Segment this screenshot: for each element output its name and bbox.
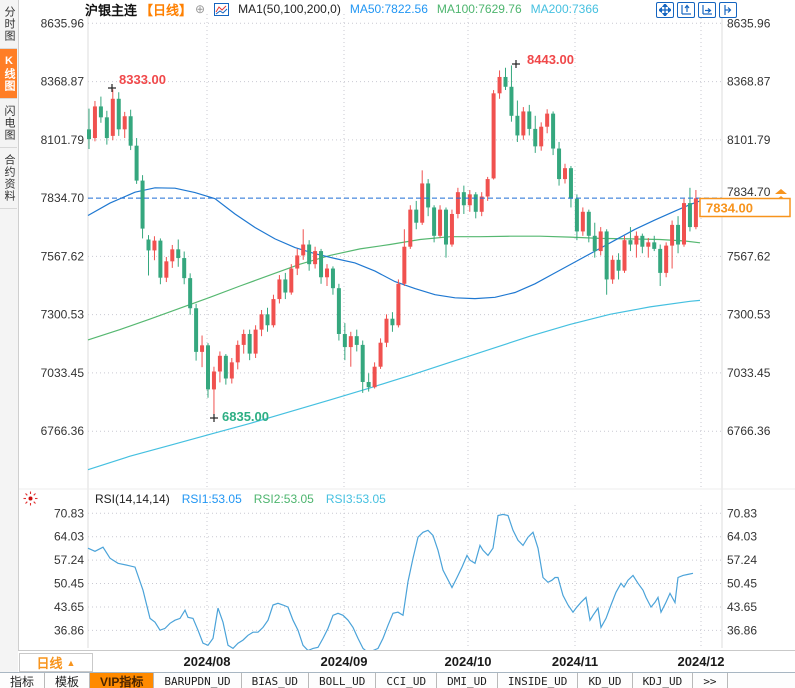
svg-text:8101.79: 8101.79 xyxy=(727,133,771,147)
tab-[interactable]: 模板 xyxy=(45,673,91,688)
chart-type-sidebar: 分时图 K线图 闪电图 合约资料 xyxy=(0,0,19,688)
ma200-line xyxy=(87,299,701,471)
tab-cci_ud[interactable]: CCI_UD xyxy=(376,673,438,688)
tab-bias_ud[interactable]: BIAS_UD xyxy=(242,673,309,688)
svg-text:8101.79: 8101.79 xyxy=(41,133,85,147)
tab-inside_ud[interactable]: INSIDE_UD xyxy=(498,673,579,688)
sidebar-item-lightning-chart[interactable]: 闪电图 xyxy=(0,99,17,148)
ma50-value-label: MA50:7822.56 xyxy=(349,2,428,16)
svg-text:50.45: 50.45 xyxy=(54,577,84,591)
tab-boll_ud[interactable]: BOLL_UD xyxy=(309,673,377,688)
rsi3-value-label: RSI3:53.05 xyxy=(325,492,386,506)
current-price-tag: 7834.00 xyxy=(699,189,791,218)
svg-text:8635.96: 8635.96 xyxy=(727,16,771,30)
crosshair-move-icon[interactable] xyxy=(656,2,674,18)
ma200-value-label: MA200:7366 xyxy=(530,2,599,16)
svg-text:6766.36: 6766.36 xyxy=(41,424,85,438)
svg-text:36.86: 36.86 xyxy=(727,623,757,637)
axis-zoom-vertical-icon[interactable] xyxy=(677,2,695,18)
indicator-settings-icon[interactable] xyxy=(23,491,38,511)
tab-[interactable]: 指标 xyxy=(0,673,46,688)
period-tag[interactable]: 【日线】 xyxy=(140,2,193,18)
svg-text:7567.62: 7567.62 xyxy=(41,249,85,263)
symbol-name: 沪银主连 xyxy=(85,2,138,18)
svg-text:70.83: 70.83 xyxy=(727,506,757,520)
ma-config-label: MA1(50,100,200,0) xyxy=(238,2,341,16)
tab-barupdn_ud[interactable]: BARUPDN_UD xyxy=(154,673,242,688)
svg-text:57.24: 57.24 xyxy=(54,553,84,567)
tab-kdj_ud[interactable]: KDJ_UD xyxy=(633,673,694,688)
axis-zoom-horizontal-icon[interactable] xyxy=(698,2,716,18)
chart-header: 沪银主连 【日线】 ⊕ MA1(50,100,200,0) MA50:7822.… xyxy=(85,1,599,18)
rsi-line xyxy=(87,513,694,650)
svg-text:8635.96: 8635.96 xyxy=(41,16,85,30)
pane-shift-icon[interactable] xyxy=(719,2,737,18)
ma50-line xyxy=(87,187,701,300)
svg-text:6835.00: 6835.00 xyxy=(222,409,269,424)
x-tick-label: 2024/10 xyxy=(444,654,492,669)
chart-toolbar xyxy=(656,2,737,18)
svg-text:43.65: 43.65 xyxy=(727,600,757,614)
ma100-line xyxy=(87,235,701,341)
svg-text:8368.87: 8368.87 xyxy=(727,75,771,89)
svg-text:50.45: 50.45 xyxy=(727,577,757,591)
rsi-indicator-header: RSI(14,14,14) RSI1:53.05 RSI2:53.05 RSI3… xyxy=(95,492,386,506)
pane-borders xyxy=(18,14,795,648)
svg-text:57.24: 57.24 xyxy=(727,553,757,567)
chart-canvas[interactable]: 8635.96 8635.96 8368.87 8368.87 8101.79 8101.… xyxy=(0,0,795,650)
price-annotations: 8333.00 8443.00 6835.00 xyxy=(108,52,574,424)
svg-text:7834.00: 7834.00 xyxy=(706,201,753,216)
sidebar-item-contract-info[interactable]: 合约资料 xyxy=(0,148,17,209)
svg-text:7033.45: 7033.45 xyxy=(41,366,85,380)
tab-dmi_ud[interactable]: DMI_UD xyxy=(437,673,498,688)
period-selector-label: 日线 xyxy=(36,656,63,671)
x-tick-label: 2024/11 xyxy=(551,654,599,669)
tab-kd_ud[interactable]: KD_UD xyxy=(578,673,633,688)
svg-text:8333.00: 8333.00 xyxy=(119,72,166,87)
rsi1-value-label: RSI1:53.05 xyxy=(181,492,242,506)
rsi2-value-label: RSI2:53.05 xyxy=(253,492,314,506)
svg-text:7033.45: 7033.45 xyxy=(727,366,771,380)
svg-text:7834.70: 7834.70 xyxy=(41,191,85,205)
tab-vip[interactable]: VIP指标 xyxy=(90,673,155,688)
svg-text:64.03: 64.03 xyxy=(54,530,84,544)
svg-text:64.03: 64.03 xyxy=(727,530,757,544)
svg-text:70.83: 70.83 xyxy=(54,506,84,520)
ma100-value-label: MA100:7629.76 xyxy=(436,2,522,16)
period-selector[interactable]: 日线 ▲ xyxy=(19,653,93,672)
x-tick-label: 2024/09 xyxy=(320,654,368,669)
svg-text:7567.62: 7567.62 xyxy=(727,249,771,263)
svg-text:7300.53: 7300.53 xyxy=(727,308,771,322)
chevron-up-icon: ▲ xyxy=(66,657,76,668)
rsi-name-label: RSI(14,14,14) xyxy=(95,492,170,506)
svg-text:36.86: 36.86 xyxy=(54,623,84,637)
svg-text:6766.36: 6766.36 xyxy=(727,424,771,438)
mini-chart-icon xyxy=(214,2,230,16)
sidebar-item-kline-chart[interactable]: K线图 xyxy=(0,49,17,99)
time-axis-row: 日线 ▲ 2024/08 2024/09 2024/10 2024/11 2024/12 xyxy=(18,650,795,674)
candlestick-series xyxy=(87,65,698,417)
svg-text:8368.87: 8368.87 xyxy=(41,75,85,89)
svg-text:43.65: 43.65 xyxy=(54,600,84,614)
sidebar-item-time-chart[interactable]: 分时图 xyxy=(0,0,17,49)
svg-text:8443.00: 8443.00 xyxy=(527,52,574,67)
circle-plus-icon[interactable]: ⊕ xyxy=(195,2,206,16)
price-axis-labels: 8635.96 8635.96 8368.87 8368.87 8101.79 8101.… xyxy=(41,16,771,637)
svg-text:7834.70: 7834.70 xyxy=(727,185,771,199)
x-tick-label: 2024/08 xyxy=(183,654,231,669)
tab-[interactable]: >> xyxy=(693,673,728,688)
svg-text:7300.53: 7300.53 xyxy=(41,308,85,322)
grid-lines xyxy=(88,14,722,648)
x-tick-label: 2024/12 xyxy=(677,654,725,669)
indicator-tabs-bar: 指标 模板 VIP指标 BARUPDN_UD BIAS_UD BOLL_UD CCI_UD D… xyxy=(0,672,795,688)
